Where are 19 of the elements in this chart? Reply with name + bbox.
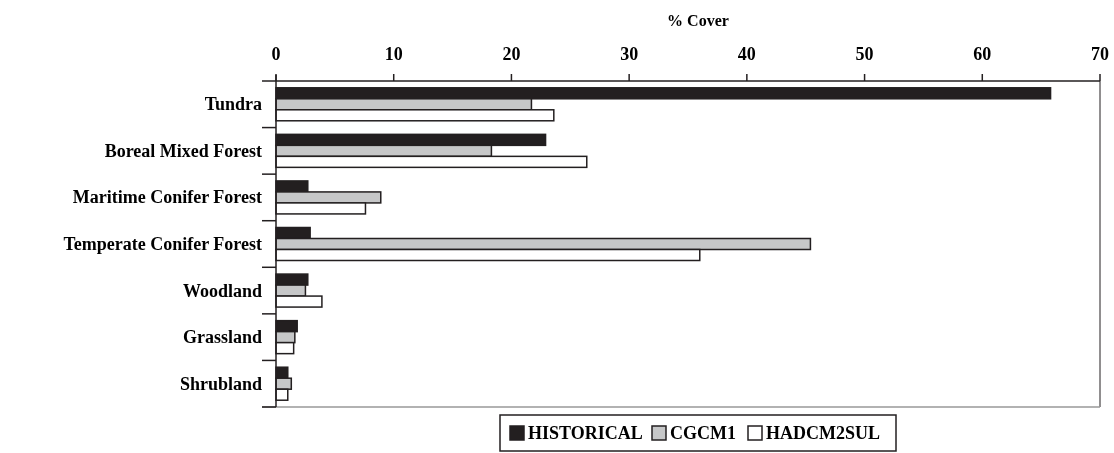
x-tick-label: 20 [502, 44, 521, 64]
x-tick-label: 10 [384, 44, 403, 64]
x-axis-title: % Cover [667, 12, 729, 29]
y-tick-label: Shrubland [179, 373, 262, 394]
y-tick-label: Maritime Conifer Forest [72, 187, 262, 208]
legend-label: HISTORICAL [528, 423, 643, 443]
legend-label: CGCM1 [670, 423, 736, 443]
x-tick-label: 30 [620, 44, 639, 64]
y-tick-label: Grassland [182, 327, 262, 348]
x-tick-label: 0 [271, 44, 281, 64]
y-tick-label: Woodland [182, 280, 262, 301]
y-tick-label: Temperate Conifer Forest [63, 234, 262, 254]
x-tick-label: 50 [855, 44, 874, 64]
x-tick-label: 40 [737, 44, 756, 64]
x-tick-label: 70 [1091, 44, 1109, 64]
legend-label: HADCM2SUL [766, 423, 881, 443]
x-tick-label: 60 [973, 44, 992, 64]
y-tick-label: Boreal Mixed Forest [104, 140, 262, 161]
y-tick-label: Tundra [204, 94, 262, 115]
